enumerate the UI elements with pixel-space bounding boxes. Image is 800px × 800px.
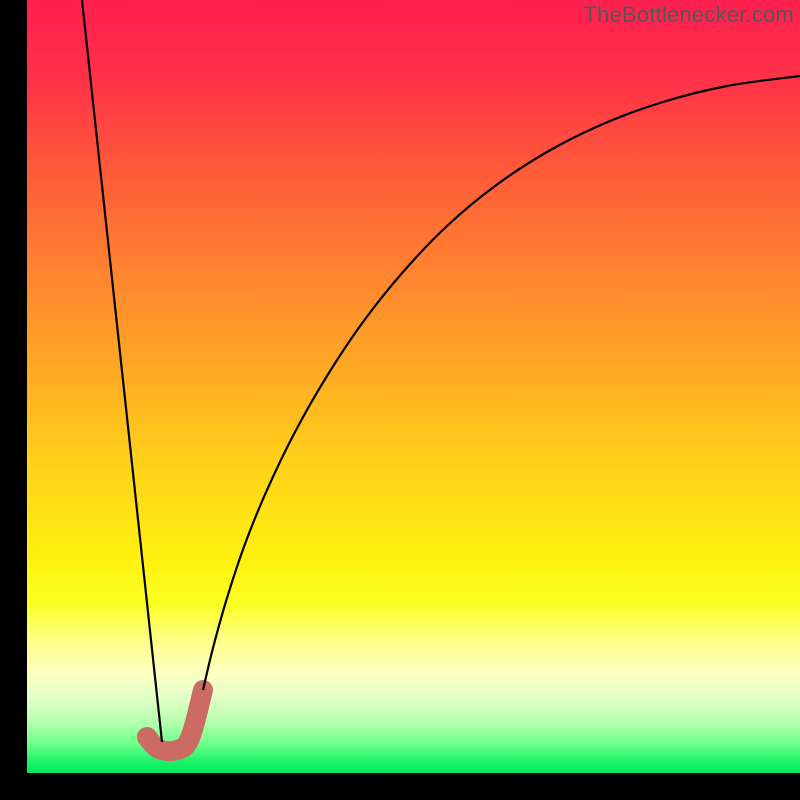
plot-area [27, 0, 800, 773]
chart-frame: TheBottlenecker.com [0, 0, 800, 800]
right-log-curve [203, 76, 800, 690]
j-marker [147, 690, 203, 751]
left-descending-line [82, 0, 162, 742]
watermark-text: TheBottlenecker.com [584, 2, 794, 28]
curves-layer [27, 0, 800, 773]
